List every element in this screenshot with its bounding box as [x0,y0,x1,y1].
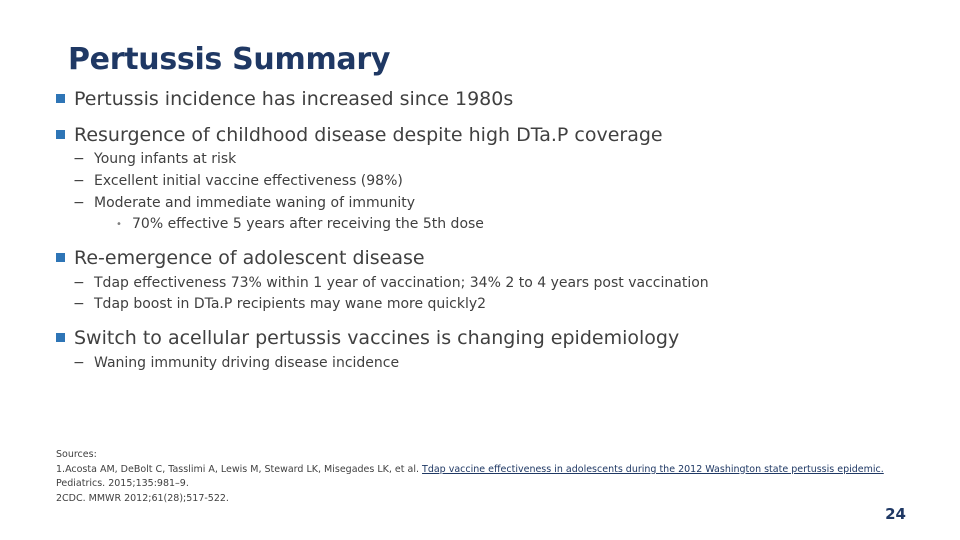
square-bullet-icon [56,333,65,342]
bullet-adolescent: Re-emergence of adolescent disease [56,247,425,269]
page-number: 24 [885,505,906,523]
slide-title: Pertussis Summary [68,42,391,77]
source-ref-1: 1.Acosta AM, DeBolt C, Tasslimi A, Lewis… [56,463,884,478]
dash-bullet-icon: − [73,151,85,167]
dot-bullet-icon: • [116,219,122,230]
bullet-resurgence: Resurgence of childhood disease despite … [56,124,663,146]
bullet-text: Pertussis incidence has increased since … [74,88,514,110]
square-bullet-icon [56,130,65,139]
source-ref-1-link[interactable]: Tdap vaccine effectiveness in adolescent… [422,463,884,475]
sub-bullet-tdap-effectiveness: − Tdap effectiveness 73% within 1 year of… [73,275,709,291]
bullet-incidence: Pertussis incidence has increased since … [56,88,513,110]
square-bullet-icon [56,253,65,262]
dash-bullet-icon: − [73,355,85,371]
bullet-text: Switch to acellular pertussis vaccines i… [74,327,680,349]
dash-bullet-icon: − [73,195,85,211]
sub-sub-bullet-5th-dose: • 70% effective 5 years after receiving t… [116,216,484,232]
square-bullet-icon [56,94,65,103]
sub-bullet-tdap-boost: − Tdap boost in DTa.P recipients may wane… [73,296,486,312]
sub-bullet-young-infants: − Young infants at risk [73,151,236,167]
sub-bullet-text: Waning immunity driving disease incidenc… [94,355,400,371]
sub-bullet-text: Moderate and immediate waning of immunit… [94,195,416,211]
dash-bullet-icon: − [73,296,85,312]
dash-bullet-icon: − [73,275,85,291]
sub-sub-bullet-text: 70% effective 5 years after receiving th… [132,216,484,232]
sub-bullet-waning: − Moderate and immediate waning of immuni… [73,195,415,211]
bullet-text: Resurgence of childhood disease despite … [74,124,663,146]
source-ref-2: 2CDC. MMWR 2012;61(28);517-522. [56,492,229,504]
sub-bullet-text: Excellent initial vaccine effectiveness … [94,173,403,189]
bullet-text: Re-emergence of adolescent disease [74,247,425,269]
dash-bullet-icon: − [73,173,85,189]
sub-bullet-initial-effectiveness: − Excellent initial vaccine effectiveness… [73,173,403,189]
sub-bullet-text: Tdap effectiveness 73% within 1 year of … [94,275,709,291]
sources-heading: Sources: [56,449,97,460]
sub-bullet-waning-immunity: − Waning immunity driving disease inciden… [73,355,399,371]
source-ref-1-authors: 1.Acosta AM, DeBolt C, Tasslimi A, Lewis… [56,463,419,475]
sources-block: Sources: 1.Acosta AM, DeBolt C, Tasslimi… [56,448,884,506]
sub-bullet-text: Young infants at risk [94,151,237,167]
sub-bullet-text: Tdap boost in DTa.P recipients may wane … [94,296,487,312]
bullet-acellular: Switch to acellular pertussis vaccines i… [56,327,679,349]
source-ref-1-journal: Pediatrics. 2015;135:981–9. [56,478,189,489]
